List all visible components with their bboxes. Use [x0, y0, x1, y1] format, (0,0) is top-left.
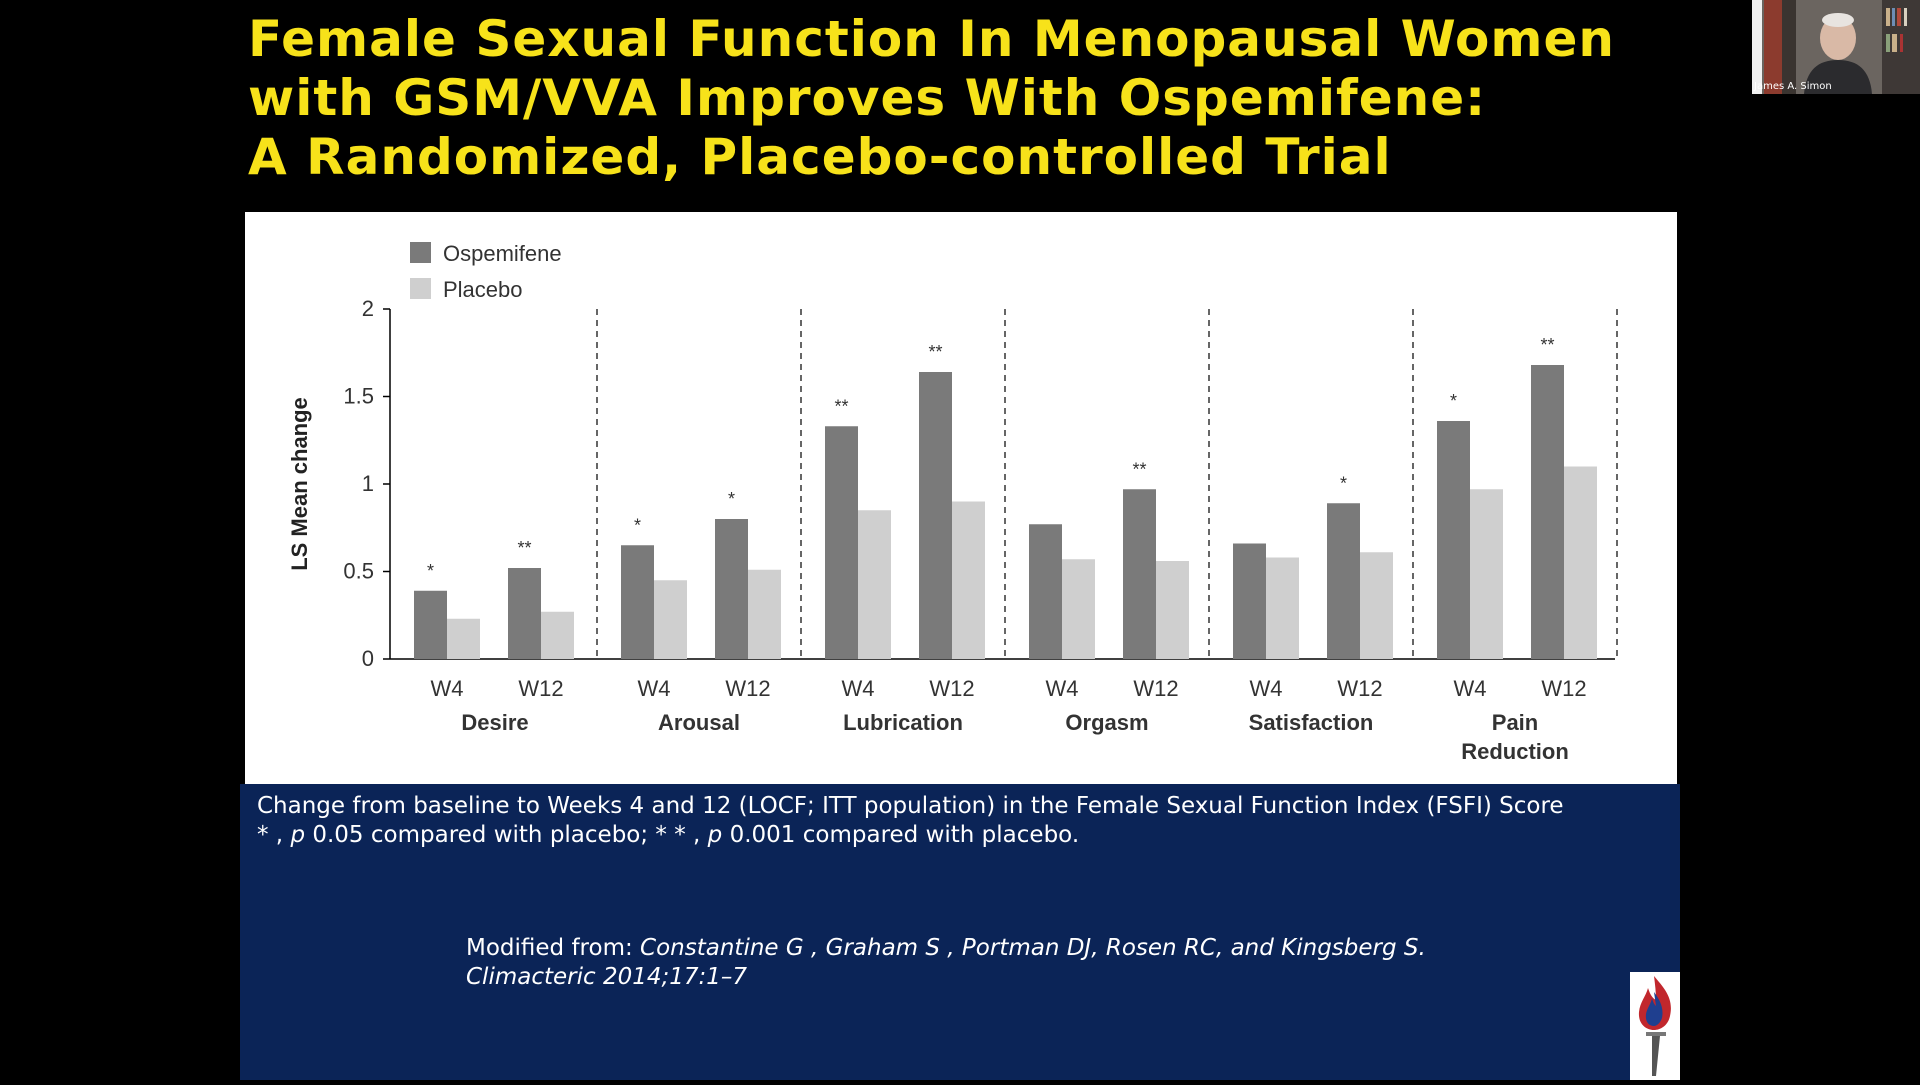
group-label: Orgasm	[1065, 710, 1148, 735]
bar-ospemifene	[1531, 365, 1564, 659]
significance-marker: **	[1132, 459, 1146, 479]
x-tick-label: W12	[1133, 676, 1178, 701]
significance-marker: *	[1450, 391, 1457, 411]
caption-p-2: p	[707, 822, 723, 848]
x-tick-label: W4	[638, 676, 671, 701]
bar-ospemifene	[715, 519, 748, 659]
group-label: Desire	[461, 710, 528, 735]
bar-placebo	[1156, 561, 1189, 659]
bar-ospemifene	[1029, 524, 1062, 659]
bar-ospemifene	[621, 545, 654, 659]
torch-logo-icon	[1630, 972, 1680, 1080]
significance-marker: *	[1340, 473, 1347, 493]
bar-placebo	[1266, 557, 1299, 659]
caption-line-2: * , p 0.05 compared with placebo; * * , …	[257, 821, 1079, 850]
bar-placebo	[1564, 466, 1597, 659]
y-tick-label: 1	[362, 471, 374, 496]
legend-label-ospemifene: Ospemifene	[443, 241, 562, 266]
source-authors: Constantine G , Graham S , Portman DJ, R…	[640, 935, 1426, 961]
bar-ospemifene	[414, 590, 447, 659]
title-line-1: Female Sexual Function In Menopausal Wom…	[248, 10, 1615, 68]
chart-panel: 0 0.5 1 1.5 2 LS Mean change Ospemifene Placebo…	[245, 212, 1677, 784]
x-tick-label: W12	[1541, 676, 1586, 701]
y-tick-label: 0.5	[343, 559, 374, 584]
y-tick-label: 2	[362, 296, 374, 321]
bar-placebo	[748, 569, 781, 659]
bar-placebo	[447, 618, 480, 659]
torch-icon	[1638, 976, 1671, 1076]
bar-ospemifene	[919, 372, 952, 659]
x-tick-label: W12	[1337, 676, 1382, 701]
bar-placebo	[1360, 552, 1393, 659]
significance-marker: **	[1540, 335, 1554, 355]
caption-sig-1: * ,	[257, 822, 291, 848]
caption-panel	[240, 784, 1680, 1080]
bar-placebo	[541, 611, 574, 659]
bar-placebo	[1470, 489, 1503, 659]
significance-marker: *	[427, 561, 434, 581]
legend-swatch-ospemifene	[410, 242, 431, 263]
y-axis-label: LS Mean change	[287, 397, 312, 571]
x-tick-label: W4	[842, 676, 875, 701]
caption-sig-1-text: 0.05 compared with placebo; * * ,	[305, 822, 708, 848]
significance-marker: *	[634, 515, 641, 535]
group-label: Satisfaction	[1249, 710, 1374, 735]
caption-p-1: p	[290, 822, 306, 848]
bar-chart: 0 0.5 1 1.5 2 LS Mean change Ospemifene Placebo…	[287, 241, 1618, 764]
group-label: Reduction	[1461, 739, 1569, 764]
group-label: Lubrication	[843, 710, 963, 735]
legend-swatch-placebo	[410, 278, 431, 299]
title-line-2: with GSM/VVA Improves With Ospemifene:	[248, 69, 1487, 127]
significance-marker: **	[834, 396, 848, 416]
source-line-1: Modified from: Constantine G , Graham S …	[466, 934, 1426, 963]
title-line-3: A Randomized, Placebo-controlled Trial	[248, 128, 1392, 186]
group-label: Pain	[1492, 710, 1538, 735]
bar-ospemifene	[1327, 503, 1360, 659]
x-tick-label: W12	[929, 676, 974, 701]
x-tick-label: W4	[1454, 676, 1487, 701]
y-tick-label: 0	[362, 646, 374, 671]
x-tick-label: W12	[518, 676, 563, 701]
significance-marker: *	[728, 489, 735, 509]
x-tick-label: W4	[1250, 676, 1283, 701]
x-tick-label: W12	[725, 676, 770, 701]
speaker-video-icon	[1752, 0, 1920, 94]
y-tick-label: 1.5	[343, 384, 374, 409]
significance-marker: **	[517, 538, 531, 558]
bar-ospemifene	[1233, 543, 1266, 659]
slide-title: Female Sexual Function In Menopausal Wom…	[248, 10, 1668, 187]
webcam-video-tile[interactable]: James A. Simon	[1752, 0, 1920, 94]
bar-placebo	[654, 580, 687, 659]
bar-ospemifene	[1437, 421, 1470, 659]
bar-ospemifene	[825, 426, 858, 659]
bar-ospemifene	[508, 568, 541, 659]
significance-marker: **	[928, 342, 942, 362]
bar-placebo	[952, 501, 985, 659]
speaker-name: James A. Simon	[1754, 81, 1832, 92]
legend-label-placebo: Placebo	[443, 277, 523, 302]
bar-placebo	[1062, 559, 1095, 659]
group-label: Arousal	[658, 710, 740, 735]
source-prefix: Modified from:	[466, 935, 641, 961]
caption-sig-2-text: 0.001 compared with placebo.	[722, 822, 1080, 848]
x-tick-label: W4	[1046, 676, 1079, 701]
bar-ospemifene	[1123, 489, 1156, 659]
source-line-2: Climacteric 2014;17:1–7	[466, 964, 748, 990]
x-tick-label: W4	[431, 676, 464, 701]
bar-placebo	[858, 510, 891, 659]
caption-line-1: Change from baseline to Weeks 4 and 12 (…	[257, 793, 1564, 819]
